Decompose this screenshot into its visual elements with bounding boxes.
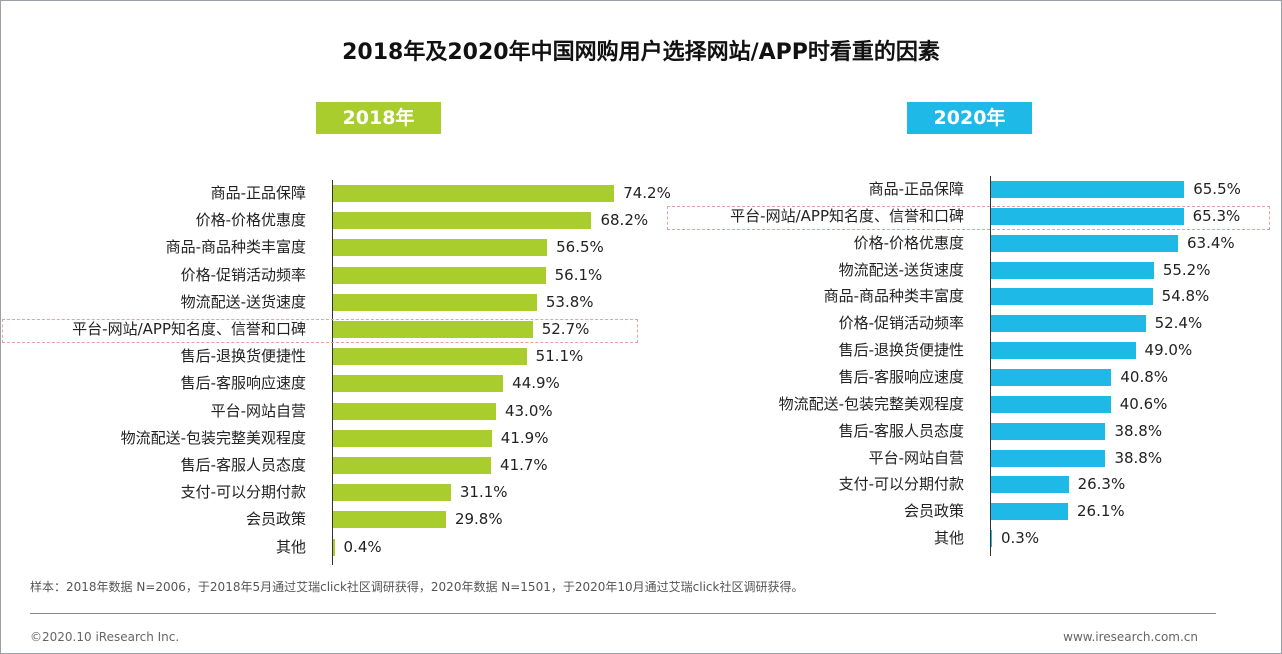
category-label: 商品-正品保障 [210, 184, 306, 202]
bar [991, 315, 1146, 333]
category-label: 其他 [933, 529, 964, 548]
bar [991, 368, 1112, 386]
data-label: 63.4% [1187, 233, 1235, 252]
data-label: 55.2% [1162, 260, 1211, 279]
y-axis [990, 176, 991, 556]
category-label: 售后-客服响应速度 [180, 374, 306, 393]
bar [991, 503, 1068, 521]
category-label: 价格-促销活动频率 [838, 314, 964, 333]
data-label: 56.5% [556, 238, 604, 257]
bar [991, 422, 1106, 440]
category-label: 商品-商品种类丰富度 [165, 238, 306, 257]
badge-2020: 2020年 [907, 102, 1032, 134]
category-label: 商品-商品种类丰富度 [823, 287, 964, 306]
category-label: 价格-价格优惠度 [195, 211, 306, 230]
data-label: 41.9% [500, 428, 549, 447]
category-label: 价格-促销活动频率 [180, 265, 306, 284]
category-label: 售后-客服响应速度 [838, 367, 964, 386]
data-label: 31.1% [459, 483, 508, 502]
data-label: 44.9% [512, 374, 560, 393]
highlight-box [2, 319, 638, 343]
data-label: 43.0% [504, 401, 553, 420]
data-label: 40.8% [1120, 367, 1169, 386]
bar [333, 212, 592, 230]
bar [991, 181, 1185, 198]
sample-note: 样本：2018年数据 N=2006，于2018年5月通过艾瑞click社区调研获… [30, 580, 804, 594]
data-label: 54.8% [1161, 287, 1210, 306]
data-label: 49.0% [1144, 341, 1193, 360]
bar [991, 207, 1184, 225]
data-label: 51.1% [535, 347, 584, 366]
bar [333, 348, 527, 366]
category-label: 会员政策 [903, 502, 964, 521]
bar [991, 530, 992, 548]
data-label: 40.6% [1119, 394, 1168, 413]
badge-2018: 2018年 [316, 102, 441, 134]
data-label: 56.1% [554, 265, 603, 284]
category-label: 会员政策 [245, 510, 306, 529]
data-label: 38.8% [1114, 448, 1163, 467]
data-label: 41.7% [500, 456, 548, 474]
website: www.iresearch.com.cn [1063, 630, 1198, 644]
category-label: 售后-退换货便捷性 [180, 347, 306, 366]
category-label: 平台-网站自营 [868, 448, 964, 467]
category-label: 平台-网站/APP知名度、信誉和口碑 [72, 320, 306, 338]
category-label: 商品-正品保障 [868, 180, 964, 198]
bar [333, 185, 615, 202]
data-label: 53.8% [545, 292, 594, 311]
category-label: 物流配送-送货速度 [838, 260, 964, 279]
bar [333, 375, 504, 393]
category-label: 物流配送-包装完整美观程度 [120, 428, 306, 447]
bar [333, 511, 446, 529]
bar [991, 288, 1153, 306]
bar [991, 261, 1154, 279]
highlight-box [667, 205, 1270, 230]
bar [333, 266, 546, 284]
bar [333, 239, 548, 257]
data-label: 52.4% [1154, 314, 1203, 333]
data-label: 74.2% [623, 184, 671, 202]
category-label: 售后-退换货便捷性 [838, 341, 964, 360]
bar [991, 342, 1136, 360]
data-label: 26.3% [1077, 475, 1126, 494]
data-label: 0.4% [343, 537, 382, 556]
chart-title: 2018年及2020年中国网购用户选择网站/APP时看重的因素 [342, 40, 940, 65]
copyright: ©2020.10 iResearch Inc. [30, 630, 180, 644]
data-label: 52.7% [541, 320, 590, 338]
bar [991, 449, 1106, 467]
bar [333, 402, 496, 420]
category-label: 价格-价格优惠度 [853, 233, 964, 252]
y-axis [332, 180, 333, 565]
data-label: 26.1% [1076, 502, 1125, 521]
bar [333, 457, 492, 474]
data-label: 0.3% [1001, 529, 1040, 548]
bar [991, 234, 1179, 252]
category-label: 售后-客服人员态度 [838, 421, 964, 440]
category-label: 其他 [275, 537, 306, 556]
data-label: 65.3% [1192, 206, 1241, 225]
category-label: 平台-网站自营 [210, 401, 306, 420]
category-label: 支付-可以分期付款 [180, 483, 306, 502]
bar [333, 538, 335, 556]
divider [30, 613, 1216, 614]
data-label: 68.2% [600, 211, 649, 230]
bar [333, 484, 451, 502]
bar [333, 429, 492, 447]
category-label: 支付-可以分期付款 [838, 475, 964, 494]
data-label: 29.8% [454, 510, 503, 529]
data-label: 38.8% [1114, 421, 1163, 440]
bar [991, 395, 1111, 413]
bar [333, 321, 533, 338]
category-label: 平台-网站/APP知名度、信誉和口碑 [730, 206, 964, 225]
bar [333, 293, 537, 311]
bar [991, 476, 1069, 494]
category-label: 售后-客服人员态度 [180, 456, 306, 474]
category-label: 物流配送-包装完整美观程度 [778, 394, 964, 413]
data-label: 65.5% [1193, 180, 1241, 198]
category-label: 物流配送-送货速度 [180, 292, 306, 311]
